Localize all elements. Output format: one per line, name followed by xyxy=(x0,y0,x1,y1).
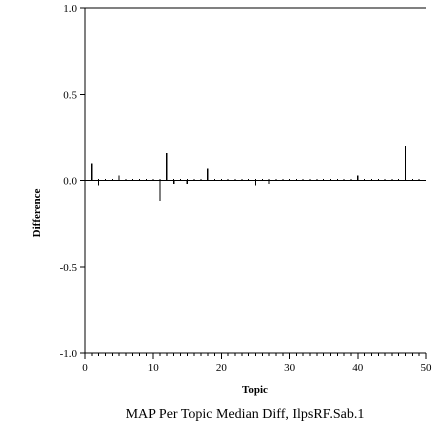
y-tick-label: 0.5 xyxy=(63,89,77,101)
chart-title: MAP Per Topic Median Diff, IlpsRF.Sab.1 xyxy=(126,407,365,422)
y-tick-label: -1.0 xyxy=(60,348,78,360)
x-tick-label: 30 xyxy=(284,362,296,374)
x-tick-label: 10 xyxy=(148,362,160,374)
x-tick-label: 0 xyxy=(82,362,88,374)
tick-labels: -1.0 -0.5 0.0 0.5 1.0 0 10 20 30 40 50 xyxy=(60,3,432,374)
y-tick-label: 0.0 xyxy=(63,176,77,188)
x-axis-label: Topic xyxy=(242,384,268,396)
x-tick-label: 50 xyxy=(421,362,433,374)
x-tick-label: 20 xyxy=(216,362,228,374)
y-tick-label: 1.0 xyxy=(63,3,77,15)
y-axis-label: Difference xyxy=(31,189,43,238)
data-bars xyxy=(91,146,407,202)
x-tick-label: 40 xyxy=(352,362,364,374)
y-tick-label: -0.5 xyxy=(60,262,78,274)
axes xyxy=(80,7,427,359)
